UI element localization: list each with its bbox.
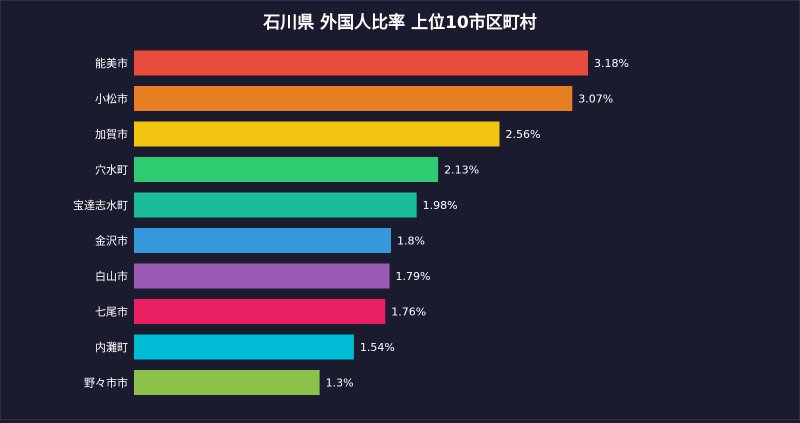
- value-label-8: 1.76%: [391, 306, 426, 319]
- category-label-4: 穴水町: [95, 163, 128, 177]
- bar-7: [134, 263, 390, 289]
- category-label-3: 加賀市: [95, 127, 128, 141]
- value-label-2: 3.07%: [578, 93, 613, 106]
- value-label-7: 1.79%: [396, 270, 431, 283]
- bar-4: [134, 157, 439, 182]
- bar-3: [134, 121, 500, 147]
- bar-8: [134, 299, 386, 324]
- category-label-1: 能美市: [95, 56, 128, 70]
- value-label-5: 1.98%: [423, 199, 458, 212]
- value-label-6: 1.8%: [397, 235, 425, 248]
- category-label-8: 七尾市: [95, 305, 128, 319]
- value-label-4: 2.13%: [444, 164, 479, 177]
- category-label-7: 白山市: [95, 269, 128, 283]
- bars-group: [134, 50, 588, 395]
- bar-5: [134, 192, 417, 218]
- category-label-9: 内灘町: [95, 340, 128, 354]
- category-label-6: 金沢市: [95, 234, 128, 248]
- value-label-10: 1.3%: [326, 377, 354, 390]
- category-label-10: 野々市市: [84, 376, 128, 390]
- value-label-1: 3.18%: [594, 57, 629, 70]
- bar-10: [134, 370, 320, 395]
- bar-1: [134, 50, 588, 76]
- category-label-2: 小松市: [95, 92, 128, 106]
- value-labels-group: 3.18% 3.07% 2.56% 2.13% 1.98% 1.8% 1.79% 1.76% 1…: [326, 57, 629, 390]
- bar-9: [134, 334, 354, 360]
- value-label-3: 2.56%: [505, 128, 540, 141]
- value-label-9: 1.54%: [360, 341, 395, 354]
- chart-title: 石川県 外国人比率 上位10市区町村: [262, 12, 537, 33]
- bar-6: [134, 228, 391, 253]
- bar-2: [134, 86, 573, 111]
- category-label-5: 宝達志水町: [73, 198, 128, 212]
